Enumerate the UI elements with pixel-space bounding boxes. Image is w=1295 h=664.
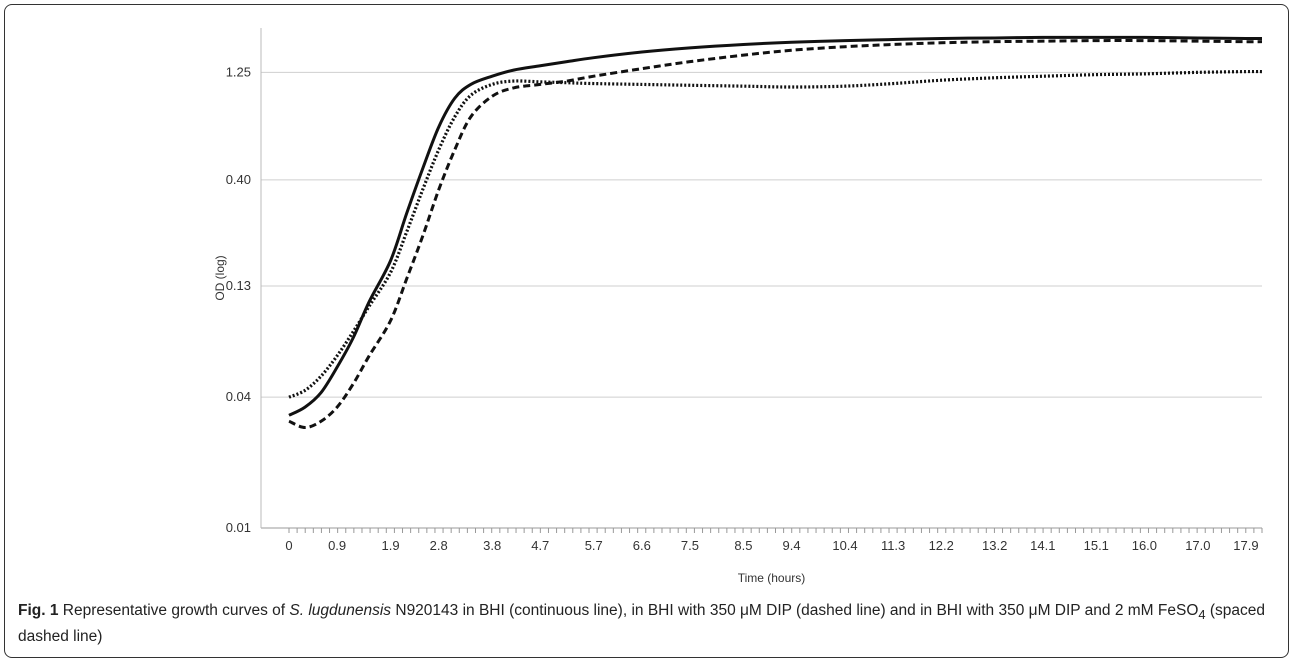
x-tick-label: 5.7 xyxy=(585,538,603,553)
x-tick-label: 2.8 xyxy=(430,538,448,553)
x-axis-label: Time (hours) xyxy=(738,571,806,585)
y-axis-label: OD (log) xyxy=(213,255,227,300)
caption-text-2: N920143 in BHI (continuous line), in BHI… xyxy=(391,602,1199,619)
figure-caption: Fig. 1 Representative growth curves of S… xyxy=(18,600,1268,648)
y-tick-labels: 0.01 0.04 0.13 0.40 1.25 xyxy=(226,64,251,535)
y-tick-label: 1.25 xyxy=(226,64,251,79)
x-tick-label: 6.6 xyxy=(633,538,651,553)
x-tick-label: 8.5 xyxy=(734,538,752,553)
x-tick-label: 1.9 xyxy=(382,538,400,553)
x-tick-label: 14.1 xyxy=(1030,538,1055,553)
x-tick-label: 16.0 xyxy=(1132,538,1157,553)
x-tick-labels: 0 0.9 1.9 2.8 3.8 4.7 5.7 6.6 7.5 8.5 9.4 10.4 11.3 1… xyxy=(285,538,1258,553)
caption-organism: S. lugdunensis xyxy=(289,602,392,619)
x-tick-label: 13.2 xyxy=(982,538,1007,553)
series-lines xyxy=(288,35,1263,430)
y-tick-label: 0.04 xyxy=(226,389,251,404)
y-tick-label: 0.40 xyxy=(226,172,251,187)
x-tick-label: 0.9 xyxy=(328,538,346,553)
series-line-continuous xyxy=(288,35,1263,417)
caption-text-3: (spaced dashed line) xyxy=(18,602,1266,646)
x-tick-label: 15.1 xyxy=(1084,538,1109,553)
growth-curve-chart: 0.01 0.04 0.13 0.40 1.25 0 0.9 1.9 2.8 3.8 4.7 5.7… xyxy=(213,28,1263,585)
x-tick-label: 3.8 xyxy=(483,538,501,553)
x-tick-label: 9.4 xyxy=(782,538,800,553)
x-tick-label: 11.3 xyxy=(881,538,905,553)
x-tick-label: 4.7 xyxy=(531,538,549,553)
x-tick-label: 7.5 xyxy=(681,538,699,553)
y-tick-label: 0.01 xyxy=(226,520,251,535)
y-tick-label: 0.13 xyxy=(226,278,251,293)
grid-lines xyxy=(261,71,1262,529)
series-line-spaced-dashed xyxy=(288,69,1263,399)
caption-subscript: 4 xyxy=(1198,607,1206,623)
caption-text-1: Representative growth curves of xyxy=(58,602,290,619)
x-tick-label: 17.0 xyxy=(1185,538,1210,553)
figure-frame xyxy=(4,4,1289,658)
series-line-dashed xyxy=(288,39,1263,430)
x-tick-label: 12.2 xyxy=(929,538,954,553)
axes xyxy=(260,28,1263,533)
figure-label: Fig. 1 xyxy=(18,602,59,619)
x-tick-label: 10.4 xyxy=(832,538,857,553)
x-tick-label: 0 xyxy=(285,538,292,553)
x-tick-label: 17.9 xyxy=(1233,538,1258,553)
